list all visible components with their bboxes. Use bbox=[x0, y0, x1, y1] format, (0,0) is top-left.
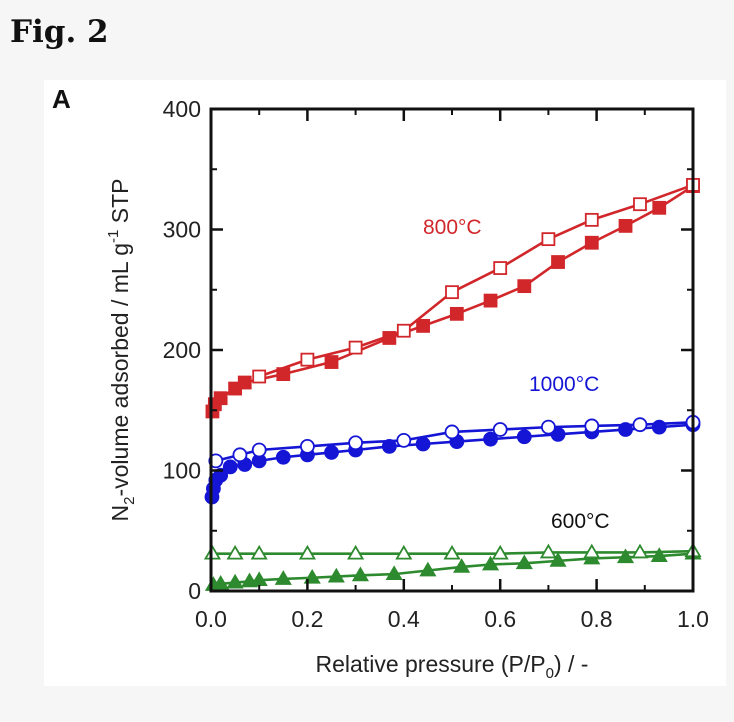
data-point-600C-desorption bbox=[298, 544, 316, 560]
data-point-1000C-adsorption bbox=[516, 429, 532, 445]
y-tick-label: 300 bbox=[163, 217, 201, 243]
data-point-800C-adsorption bbox=[517, 279, 532, 294]
data-point-1000C-desorption bbox=[299, 438, 315, 454]
x-tick-label: 0.2 bbox=[291, 606, 323, 632]
data-point-600C-desorption bbox=[583, 543, 601, 559]
data-point-600C-desorption bbox=[226, 544, 244, 560]
data-point-600C-desorption bbox=[347, 544, 365, 560]
data-point-1000C-adsorption bbox=[222, 459, 238, 475]
data-point-800C-adsorption bbox=[324, 355, 339, 369]
data-point-600C-desorption bbox=[631, 543, 649, 559]
data-point-600C-adsorption bbox=[327, 567, 345, 583]
data-point-1000C-adsorption bbox=[324, 445, 339, 460]
plot-frame bbox=[209, 107, 695, 593]
data-point-1000C-adsorption bbox=[275, 449, 291, 465]
data-point-800C-desorption bbox=[300, 352, 315, 367]
data-point-1000C-desorption bbox=[541, 419, 556, 435]
y-tick-label: 400 bbox=[163, 96, 201, 122]
data-point-800C-desorption bbox=[584, 212, 599, 227]
y-tick-label: 100 bbox=[163, 458, 201, 484]
data-point-1000C-desorption bbox=[632, 417, 648, 433]
data-point-600C-adsorption bbox=[549, 552, 567, 567]
data-point-800C-adsorption bbox=[213, 391, 228, 406]
data-point-800C-desorption bbox=[633, 197, 647, 212]
data-point-600C-desorption bbox=[539, 543, 557, 559]
y-tick-label: 200 bbox=[163, 337, 201, 363]
data-point-800C-desorption bbox=[348, 340, 363, 355]
data-point-800C-adsorption bbox=[652, 200, 667, 215]
data-point-1000C-desorption bbox=[208, 453, 224, 469]
x-tick-label: 1.0 bbox=[677, 606, 709, 632]
annotation-800C: 800°C bbox=[423, 216, 482, 239]
annotation-600C: 600°C bbox=[551, 510, 610, 533]
data-point-600C-desorption bbox=[491, 544, 509, 560]
data-point-1000C-adsorption bbox=[213, 467, 229, 483]
x-tick-label: 0.6 bbox=[484, 606, 516, 632]
data-point-1000C-desorption bbox=[251, 442, 267, 458]
data-point-600C-adsorption bbox=[351, 566, 369, 582]
data-point-600C-adsorption bbox=[212, 574, 230, 590]
x-tick-label: 0.0 bbox=[195, 606, 227, 632]
data-point-600C-adsorption bbox=[385, 565, 403, 581]
data-point-1000C-desorption bbox=[232, 447, 248, 463]
data-point-600C-desorption bbox=[443, 544, 461, 560]
data-point-800C-adsorption bbox=[237, 375, 252, 390]
data-point-800C-adsorption bbox=[416, 318, 430, 333]
data-point-1000C-adsorption bbox=[483, 431, 498, 447]
data-point-600C-adsorption bbox=[515, 554, 533, 570]
data-point-600C-adsorption bbox=[650, 547, 668, 562]
data-point-800C-desorption bbox=[252, 369, 267, 384]
data-point-800C-desorption bbox=[396, 323, 411, 338]
data-point-800C-desorption bbox=[493, 261, 508, 275]
panel-label: A bbox=[52, 84, 71, 114]
series-800C-desorption bbox=[252, 178, 700, 384]
data-point-600C-desorption bbox=[395, 544, 413, 560]
data-point-800C-adsorption bbox=[551, 255, 565, 269]
chart-panel bbox=[44, 80, 726, 686]
data-point-600C-adsorption bbox=[419, 561, 437, 577]
data-point-1000C-adsorption bbox=[415, 436, 431, 452]
figure-title: Fig. 2 bbox=[10, 14, 109, 50]
data-point-1000C-desorption bbox=[584, 418, 600, 434]
data-point-800C-adsorption bbox=[449, 306, 464, 321]
data-point-1000C-desorption bbox=[444, 424, 460, 440]
data-point-600C-adsorption bbox=[481, 555, 500, 571]
x-tick-label: 0.4 bbox=[388, 606, 420, 632]
data-point-600C-adsorption bbox=[226, 573, 244, 589]
y-tick-label: 0 bbox=[188, 578, 201, 604]
x-axis-label: Relative pressure (P/P0) / - bbox=[316, 651, 589, 682]
data-point-600C-adsorption bbox=[274, 570, 292, 585]
data-point-600C-desorption bbox=[250, 544, 268, 560]
data-point-600C-adsorption bbox=[616, 548, 635, 564]
annotation-1000C: 1000°C bbox=[529, 373, 599, 396]
series-600C-desorption bbox=[203, 542, 702, 560]
data-point-800C-adsorption bbox=[618, 218, 633, 233]
series-600C-adsorption bbox=[204, 544, 702, 591]
data-point-1000C-desorption bbox=[348, 435, 364, 451]
data-point-800C-desorption bbox=[445, 285, 459, 300]
data-point-800C-adsorption bbox=[483, 293, 498, 308]
y-axis-label: N2-volume adsorbed / mL g-1 STP bbox=[105, 179, 138, 522]
series-1000C-desorption bbox=[208, 414, 701, 469]
series-line-800C-desorption bbox=[258, 183, 694, 378]
data-point-800C-desorption bbox=[541, 232, 556, 247]
data-point-1000C-desorption bbox=[396, 432, 412, 448]
data-point-1000C-desorption bbox=[492, 422, 508, 437]
data-point-800C-adsorption bbox=[584, 235, 599, 250]
x-tick-label: 0.8 bbox=[581, 606, 613, 632]
data-point-600C-adsorption bbox=[303, 568, 321, 584]
data-point-600C-adsorption bbox=[453, 558, 471, 573]
